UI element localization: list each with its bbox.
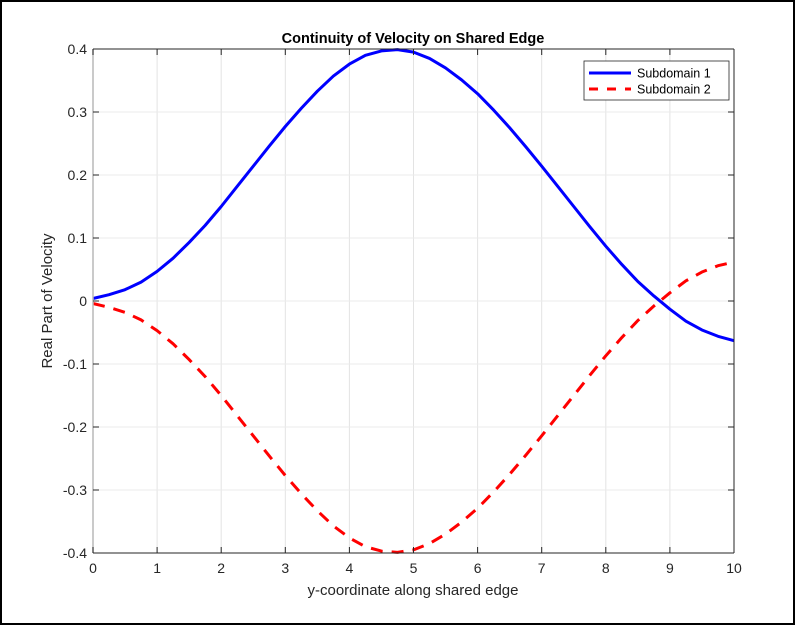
y-tick-label: -0.4 [63,545,87,561]
x-axis-label: y-coordinate along shared edge [308,582,519,599]
x-tick-label: 7 [538,560,546,576]
y-tick-label: 0.4 [68,41,88,57]
legend-item-subdomain-1[interactable]: Subdomain 1 [589,67,711,81]
y-tick-label: 0 [79,293,87,309]
x-tick-label: 3 [281,560,289,576]
x-tick-label: 6 [474,560,482,576]
x-tick-label: 10 [726,560,742,576]
x-tick-label: 9 [666,560,674,576]
y-tick-label: -0.2 [63,419,87,435]
y-tick-label: -0.3 [63,482,87,498]
x-tick-label: 2 [217,560,225,576]
x-tick-label: 1 [153,560,161,576]
legend: Subdomain 1 Subdomain 2 [583,60,730,101]
legend-label: Subdomain 1 [637,67,711,81]
legend-item-subdomain-2[interactable]: Subdomain 2 [589,83,711,97]
x-tick-label: 8 [602,560,610,576]
y-tick-label: -0.1 [63,356,87,372]
x-ticks: 0 1 2 3 4 5 6 7 8 9 10 [89,49,742,576]
y-ticks: -0.4 -0.3 -0.2 -0.1 0 0.1 0.2 0.3 0.4 [63,41,734,561]
grid-lines [92,48,735,554]
legend-box [583,60,730,101]
y-axis-label: Real Part of Velocity [39,233,56,369]
x-tick-label: 5 [410,560,418,576]
y-tick-label: 0.1 [68,230,88,246]
x-tick-label: 0 [89,560,97,576]
y-tick-label: 0.2 [68,167,88,183]
y-tick-label: 0.3 [68,104,88,120]
chart-title: Continuity of Velocity on Shared Edge [282,31,545,47]
legend-label: Subdomain 2 [637,83,711,97]
x-tick-label: 4 [346,560,354,576]
